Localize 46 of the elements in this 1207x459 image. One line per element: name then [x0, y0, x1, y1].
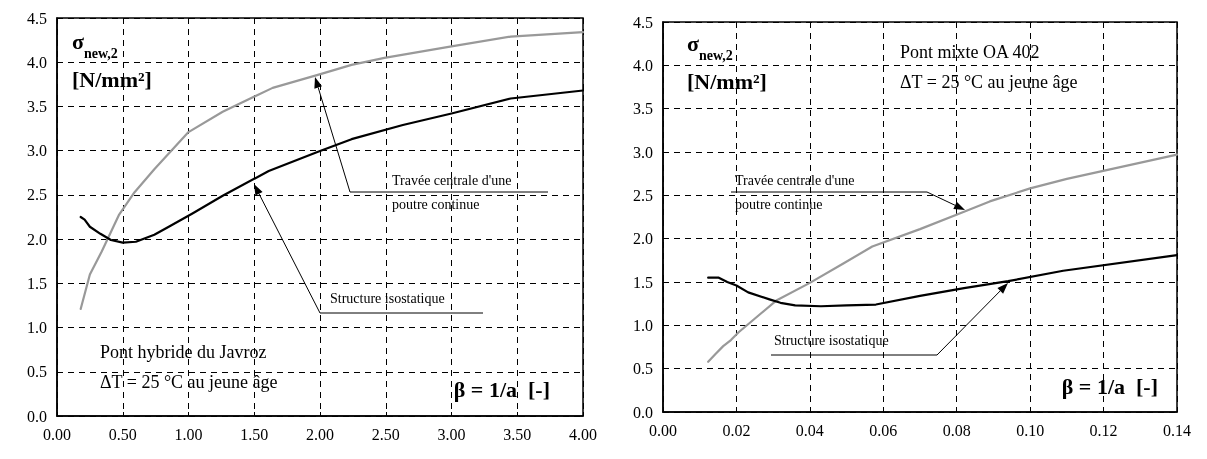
x-tick-label: 0.12 [1089, 421, 1118, 439]
x-tick-label: 3.50 [503, 425, 532, 443]
x-axis-title: β = 1/a [-] [453, 376, 550, 402]
y-tick-label: 2.0 [27, 230, 47, 248]
x-tick-label: 0.02 [722, 421, 751, 439]
y-tick-label: 3.5 [27, 97, 47, 115]
x-tick-label: 0.10 [1016, 421, 1045, 439]
y-tick-label: 1.5 [633, 273, 653, 291]
y-tick-label: 0.5 [633, 360, 653, 378]
annotation: Structure isostatique [330, 290, 445, 306]
y-tick-label: 0.5 [27, 363, 47, 381]
x-tick-label: 0.08 [942, 421, 971, 439]
y-tick-label: 2.5 [633, 186, 653, 204]
x-tick-label: 4.00 [569, 425, 597, 443]
y-tick-label: 4.5 [27, 9, 47, 27]
y-tick-label: 3.5 [633, 100, 653, 118]
y-tick-label: 2.0 [633, 230, 653, 248]
y-tick-label: 1.5 [27, 274, 47, 292]
y-tick-label: 4.5 [633, 13, 653, 31]
x-tick-label: 3.00 [437, 425, 466, 443]
y-tick-label: 1.0 [27, 319, 47, 337]
x-tick-label: 2.50 [371, 425, 400, 443]
x-axis-title: β = 1/a [-] [1061, 373, 1158, 399]
y-tick-label: 1.0 [633, 316, 653, 334]
annotation: Pont hybride du Javroz [100, 342, 267, 362]
x-tick-label: 0.06 [869, 421, 898, 439]
x-tick-label: 2.00 [306, 425, 334, 443]
x-tick-label: 0.00 [43, 425, 71, 443]
y-tick-label: 4.0 [27, 53, 47, 71]
x-tick-label: 1.00 [174, 425, 203, 443]
y-tick-label: 3.0 [633, 143, 653, 161]
x-tick-label: 0.04 [795, 421, 824, 439]
y-tick-label: 0.0 [27, 407, 47, 425]
annotation: ΔT = 25 °C au jeune âge [900, 72, 1078, 92]
x-tick-label: 0.14 [1163, 421, 1191, 439]
annotation: Pont mixte OA 402 [900, 42, 1040, 62]
y-tick-label: 0.0 [633, 403, 653, 421]
y-tick-label: 3.0 [27, 142, 47, 160]
annotation: Structure isostatique [774, 332, 889, 348]
x-tick-label: 1.50 [240, 425, 269, 443]
line-series [707, 153, 1179, 363]
x-tick-label: 0.00 [649, 421, 677, 439]
y-tick-label: 2.5 [27, 186, 47, 204]
x-tick-label: 0.50 [108, 425, 137, 443]
y-tick-label: 4.0 [633, 56, 653, 74]
annotation: Travée centrale d'une poutre continue [392, 172, 515, 212]
